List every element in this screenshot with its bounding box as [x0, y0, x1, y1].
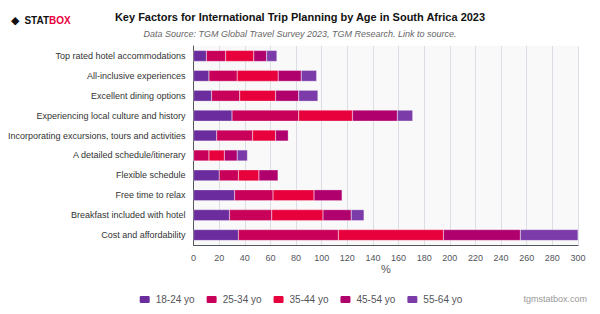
svg-text:Free time to relax: Free time to relax [116, 190, 187, 200]
svg-text:Data Source: TGM Global Travel: Data Source: TGM Global Travel Survey 20… [144, 29, 457, 39]
svg-text:Incorporating excursions, tour: Incorporating excursions, tours and acti… [8, 131, 186, 141]
svg-text:55-64 yo: 55-64 yo [423, 294, 462, 305]
svg-text:tgmstatbox.com: tgmstatbox.com [523, 294, 587, 304]
svg-text:A detailed schedule/itinerary: A detailed schedule/itinerary [73, 150, 186, 160]
svg-text:220: 220 [468, 253, 483, 263]
svg-text:260: 260 [519, 253, 534, 263]
svg-text:45-54 yo: 45-54 yo [356, 294, 395, 305]
svg-text:35-44 yo: 35-44 yo [290, 294, 329, 305]
svg-text:Top rated hotel accommodations: Top rated hotel accommodations [56, 51, 187, 61]
svg-text:STAT: STAT [24, 15, 49, 26]
svg-text:25-34 yo: 25-34 yo [223, 294, 262, 305]
svg-text:300: 300 [570, 253, 585, 263]
svg-text:100: 100 [314, 253, 329, 263]
svg-text:18-24 yo: 18-24 yo [156, 294, 195, 305]
svg-text:Key Factors for International: Key Factors for International Trip Plann… [115, 11, 485, 23]
svg-text:280: 280 [545, 253, 560, 263]
svg-text:Flexible schedule: Flexible schedule [116, 170, 186, 180]
svg-text:Breakfast included with hotel: Breakfast included with hotel [71, 210, 186, 220]
svg-text:80: 80 [291, 253, 301, 263]
svg-text:200: 200 [442, 253, 457, 263]
svg-text:All-inclusive experiences: All-inclusive experiences [87, 71, 186, 81]
svg-text:120: 120 [340, 253, 355, 263]
svg-text:240: 240 [494, 253, 509, 263]
svg-text:140: 140 [365, 253, 380, 263]
svg-text:20: 20 [214, 253, 224, 263]
svg-text:40: 40 [240, 253, 250, 263]
svg-text:180: 180 [417, 253, 432, 263]
svg-text:0: 0 [191, 253, 196, 263]
svg-text:60: 60 [265, 253, 275, 263]
svg-text:Experiencing local culture and: Experiencing local culture and history [36, 111, 186, 121]
svg-text:Excellent dining options: Excellent dining options [91, 91, 186, 101]
svg-text:%: % [381, 263, 391, 275]
svg-text:Cost and affordability: Cost and affordability [101, 230, 186, 240]
svg-text:160: 160 [391, 253, 406, 263]
svg-text:BOX: BOX [49, 15, 71, 26]
